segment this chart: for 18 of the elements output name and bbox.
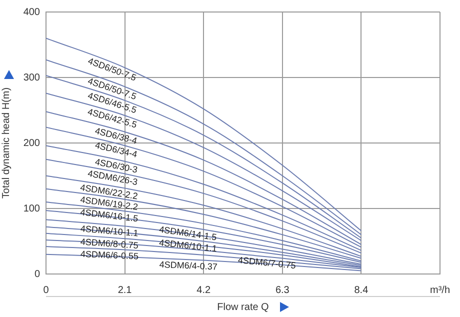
- series-label: 4SDM6/4-0.37: [159, 259, 218, 272]
- x-tick-label: 4.2: [196, 284, 211, 296]
- y-tick-label: 0: [34, 268, 40, 280]
- y-tick-label: 200: [23, 138, 40, 149]
- y-axis-title: Total dynamic head H(m): [0, 87, 12, 199]
- y-tick-label: 400: [23, 6, 40, 18]
- x-tick-label: 6.3: [275, 284, 290, 296]
- text: 4SDM6/7-0.75: [238, 254, 296, 271]
- series-label: 4SDM6/8-0.75: [80, 236, 139, 251]
- x-tick-label: 8.4: [354, 284, 369, 296]
- x-tick-label: 0: [43, 284, 50, 296]
- y-tick-label: 100: [23, 203, 40, 214]
- y-tick-label: 300: [23, 72, 40, 84]
- series-label: 4SDM6/6-0.55: [80, 248, 139, 262]
- x-tick-label: m³/h: [430, 284, 450, 296]
- x-tick-label: 2.1: [118, 284, 132, 296]
- x-axis-title: Flow rate Q: [217, 302, 270, 313]
- series-label: 4SDM6/10-1.1: [80, 224, 139, 238]
